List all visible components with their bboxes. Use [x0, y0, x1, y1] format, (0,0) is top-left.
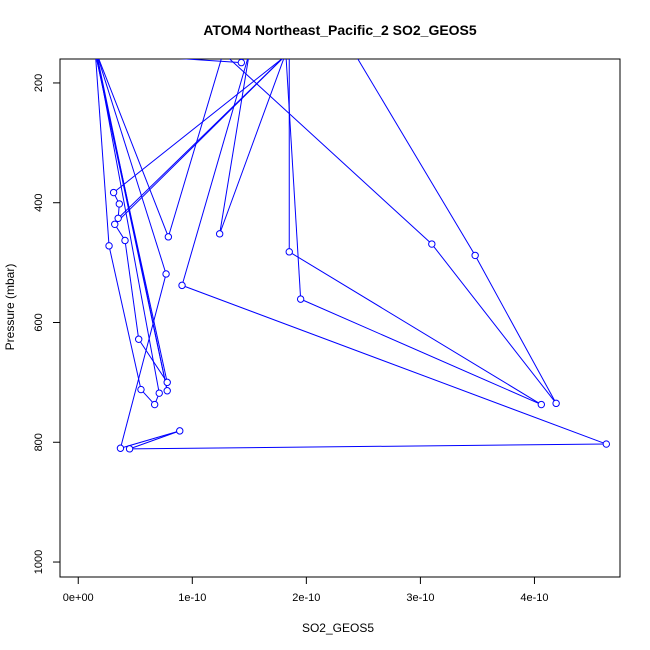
series-line-segment — [178, 59, 242, 64]
series-layer — [95, 59, 611, 453]
data-point — [115, 200, 124, 208]
series-line-segment — [228, 59, 433, 245]
chart-title: ATOM4 Northeast_Pacific_2 SO2_GEOS5 — [203, 22, 477, 38]
series-line-segment — [129, 443, 607, 450]
data-point — [121, 236, 129, 245]
series-line-segment — [431, 243, 557, 404]
series-line-segment — [285, 59, 302, 300]
y-tick-label: 800 — [33, 433, 45, 451]
y-axis-label: Pressure (mbar) — [3, 264, 17, 351]
data-point — [125, 445, 134, 453]
data-point — [109, 188, 118, 197]
series-line-segment — [288, 251, 542, 405]
data-point — [237, 59, 246, 67]
series-line-segment — [181, 59, 249, 286]
data-point — [428, 240, 436, 248]
data-point — [162, 270, 170, 278]
data-point — [215, 230, 224, 238]
series-line-segment — [181, 284, 607, 445]
x-tick-label: 2e-10 — [292, 592, 320, 604]
data-point — [178, 281, 186, 290]
series-line-segment — [167, 59, 222, 237]
data-point — [163, 387, 171, 395]
series-line-segment — [138, 338, 168, 383]
series-line-segment — [219, 59, 285, 235]
x-tick-label: 1e-10 — [178, 592, 206, 604]
data-point — [552, 399, 560, 408]
series-line-segment — [96, 59, 168, 383]
series-line-segment — [113, 59, 283, 193]
series-line-segment — [119, 273, 167, 449]
series-line-segment — [124, 240, 140, 340]
data-point — [602, 440, 611, 448]
y-tick-label: 200 — [33, 74, 45, 92]
series-line-segment — [97, 59, 160, 394]
y-tick-label: 1000 — [33, 550, 45, 574]
x-tick-label: 3e-10 — [406, 592, 434, 604]
data-point — [164, 233, 173, 241]
data-point — [137, 385, 145, 394]
data-point — [176, 427, 184, 435]
data-point — [471, 251, 479, 260]
series-line-segment — [129, 430, 180, 450]
series-line-segment — [357, 59, 476, 256]
data-point — [537, 400, 546, 409]
series-line-segment — [108, 245, 142, 390]
x-tick-label: 0e+00 — [63, 592, 94, 604]
x-axis-label: SO2_GEOS5 — [302, 621, 374, 635]
y-axis: 200 400 600 800 1000 — [33, 74, 60, 574]
series-line-segment — [117, 59, 283, 219]
y-tick-label: 600 — [33, 313, 45, 331]
data-point — [114, 214, 122, 222]
data-point — [150, 400, 159, 409]
series-line-segment — [95, 59, 110, 246]
data-point — [296, 295, 305, 303]
series-line-segment — [300, 298, 542, 405]
data-point — [105, 242, 113, 250]
data-point — [163, 378, 171, 387]
data-point — [285, 248, 293, 256]
data-point — [111, 220, 119, 228]
plot-frame — [59, 58, 621, 578]
x-tick-label: 4e-10 — [520, 592, 548, 604]
data-point — [134, 335, 143, 343]
series-line-segment — [97, 59, 167, 275]
series-line-segment — [219, 59, 249, 234]
x-axis: 0e+00 1e-10 2e-10 3e-10 4e-10 — [63, 577, 549, 604]
series-line-segment — [98, 59, 169, 238]
y-tick-label: 400 — [33, 194, 45, 212]
series-line-segment — [474, 255, 557, 404]
data-point — [155, 389, 163, 397]
data-point — [116, 444, 125, 452]
